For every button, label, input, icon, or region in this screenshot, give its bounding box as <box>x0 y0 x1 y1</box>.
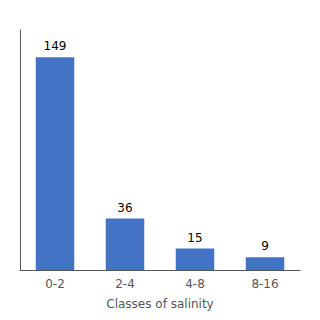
svg-text:0-2: 0-2 <box>45 277 65 291</box>
svg-text:36: 36 <box>117 201 132 215</box>
svg-text:8-16: 8-16 <box>251 277 278 291</box>
svg-text:Classes of salinity: Classes of salinity <box>106 297 213 311</box>
svg-text:149: 149 <box>44 39 67 53</box>
svg-text:9: 9 <box>261 239 269 253</box>
svg-text:15: 15 <box>187 231 202 245</box>
svg-text:2-4: 2-4 <box>115 277 135 291</box>
svg-text:4-8: 4-8 <box>185 277 205 291</box>
